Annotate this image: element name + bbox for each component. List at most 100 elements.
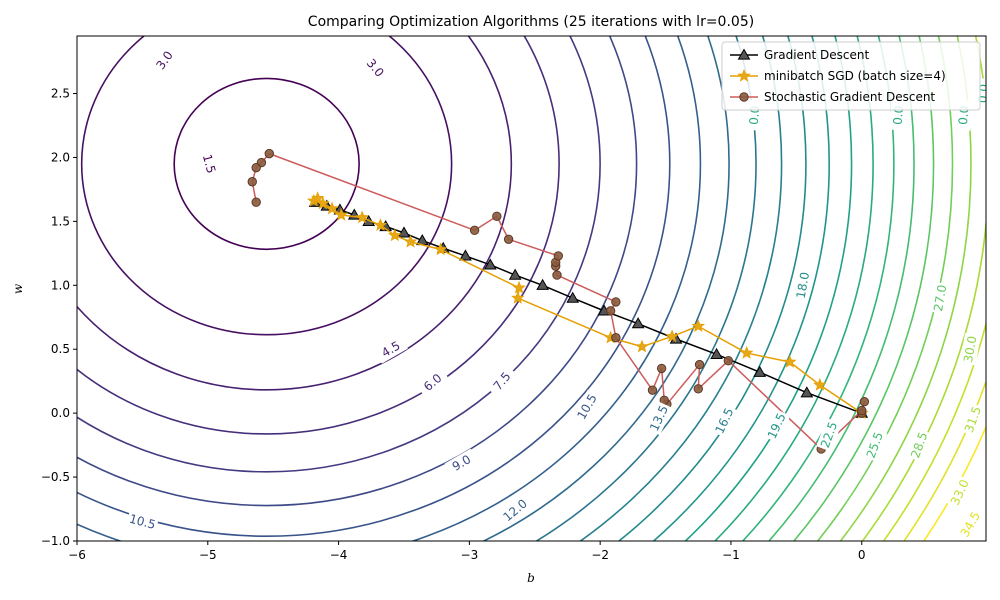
- series-2-point-17: [553, 251, 564, 261]
- contour-line-10: [578, 36, 783, 541]
- contour-label-bg-7: [125, 510, 159, 534]
- contour-line-13: [684, 36, 853, 541]
- contour-label-12: 18.0: [794, 271, 812, 300]
- contour-label-bg-8: [572, 389, 602, 424]
- x-tick-label-0: −6: [68, 548, 86, 562]
- contour-label-bg-3: [373, 334, 408, 364]
- series-0-point-9: [508, 268, 522, 280]
- series-2-point-2: [857, 405, 867, 416]
- series-0-point-11: [459, 249, 472, 261]
- contour-label-bg-14: [816, 418, 842, 452]
- contour-line-19: [839, 36, 972, 541]
- series-2-point-12: [605, 306, 616, 316]
- contour-line-6: [77, 36, 671, 537]
- x-tick-label-3: −3: [461, 548, 479, 562]
- series-layer: [247, 148, 870, 454]
- series-1-point-19: [310, 191, 325, 205]
- series-2-point-25: [251, 197, 261, 207]
- contour-label-0: 1.5: [200, 153, 218, 175]
- contour-label-bg-9: [498, 494, 532, 527]
- series-2-point-21: [264, 148, 274, 159]
- series-0-point-3: [710, 347, 723, 359]
- chart-title: Comparing Optimization Algorithms (25 it…: [308, 14, 754, 30]
- y-tick-label-0: −1.0: [41, 534, 70, 548]
- contour-line-5: [77, 36, 638, 507]
- legend-box: [721, 41, 981, 111]
- contour-label-7: 10.5: [128, 512, 157, 532]
- contour-line-0: [173, 77, 360, 251]
- series-0-point-5: [631, 317, 645, 329]
- contour-label-16: 27.0: [931, 284, 949, 313]
- y-tick-label-6: 2.0: [51, 150, 70, 164]
- contour-line-2: [77, 36, 513, 391]
- legend-label-0: Gradient Descent: [764, 48, 870, 62]
- contour-label-bg-2: [359, 51, 391, 85]
- series-1-point-12: [388, 228, 402, 242]
- series-2-point-1: [859, 396, 870, 407]
- series-2-point-23: [251, 162, 261, 173]
- contour-label-bg-10: [645, 401, 673, 436]
- series-2-point-20: [469, 225, 480, 236]
- contour-line-11: [617, 36, 807, 541]
- series-1-point-5: [665, 329, 679, 343]
- x-tick-label-5: −1: [722, 548, 740, 562]
- contour-line-8: [481, 36, 730, 541]
- x-tick-label-6: 0: [858, 548, 866, 562]
- series-1-point-14: [355, 210, 369, 224]
- series-2-point-10: [647, 385, 658, 395]
- contour-label-bg-15: [862, 428, 888, 462]
- contour-label-18: 30.0: [961, 335, 979, 364]
- contour-label-bg-1: [149, 43, 180, 78]
- series-0-point-8: [536, 278, 549, 290]
- series-2-point-14: [552, 270, 562, 280]
- series-1-point-2: [783, 354, 797, 368]
- series-2-point-13: [611, 297, 621, 307]
- contour-line-15: [741, 36, 895, 541]
- contour-label-bg-21: [955, 507, 985, 541]
- contour-label-bg-4: [416, 366, 450, 399]
- series-1-point-11: [403, 234, 418, 248]
- series-0-point-14: [397, 226, 411, 238]
- contour-line-7: [77, 36, 702, 541]
- series-1-point-10: [433, 242, 448, 256]
- x-tick-label-4: −2: [591, 548, 609, 562]
- contour-label-bg-5: [486, 364, 518, 398]
- contour-line-14: [713, 36, 874, 541]
- contour-label-bg-11: [710, 403, 739, 438]
- contour-line-18: [816, 36, 954, 541]
- series-1-point-16: [325, 201, 339, 215]
- contour-label-bg-19: [960, 402, 986, 437]
- series-2-point-9: [656, 363, 667, 374]
- series-0-point-2: [753, 365, 767, 377]
- legend-marker-1: [737, 68, 751, 82]
- series-1-point-9: [512, 280, 526, 294]
- x-axis: −6 −5 −4 −3 −2 −1 0: [68, 541, 866, 562]
- x-tick-label-1: −5: [199, 548, 217, 562]
- legend-label-2: Stochastic Gradient Descent: [764, 90, 935, 104]
- y-axis: −1.0 −0.5 0.0 0.5 1.0 1.5 2.0 2.5: [41, 87, 77, 548]
- series-line-2: [251, 152, 866, 450]
- series-1-point-6: [635, 339, 649, 353]
- series-1-point-13: [373, 218, 388, 231]
- y-tick-label-2: 0.0: [51, 406, 70, 420]
- y-tick-label-4: 1.0: [51, 278, 70, 292]
- series-2-point-5: [693, 384, 703, 394]
- y-tick-label-3: 0.5: [51, 342, 70, 356]
- contour-line-4: [77, 36, 601, 473]
- series-1-point-15: [334, 207, 348, 221]
- contour-label-bg-13: [763, 408, 791, 443]
- contour-line-12: [652, 36, 830, 541]
- series-2: [247, 148, 870, 454]
- series-2-point-11: [611, 333, 621, 343]
- series-2-point-6: [694, 359, 705, 370]
- series-2-point-18: [503, 234, 514, 244]
- plot-frame: [76, 35, 987, 542]
- contour-label-bg-18: [959, 333, 981, 366]
- contour-line-1: [80, 36, 453, 336]
- contour-label-25: 0.0: [976, 83, 992, 103]
- contour-line-16: [767, 36, 915, 541]
- contour-line-9: [534, 36, 757, 541]
- series-1-point-1: [813, 377, 827, 391]
